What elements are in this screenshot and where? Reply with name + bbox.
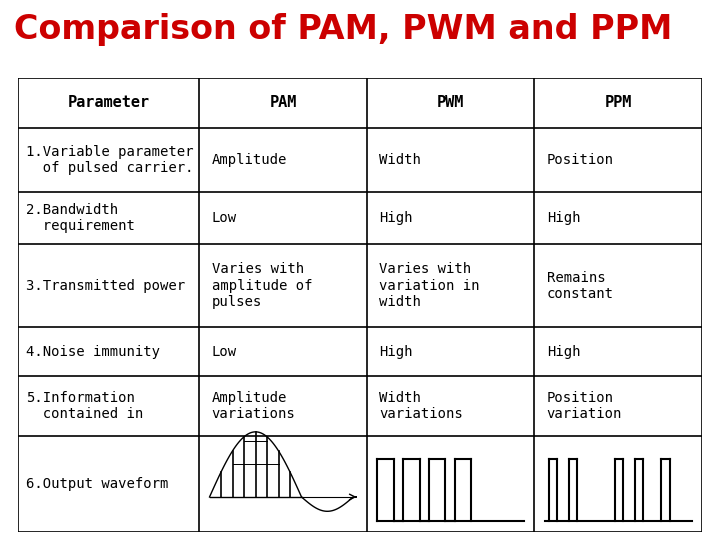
Text: Amplitude
variations: Amplitude variations — [212, 391, 295, 421]
Text: Low: Low — [212, 345, 237, 359]
Text: Comparison of PAM, PWM and PPM: Comparison of PAM, PWM and PPM — [14, 14, 672, 46]
Text: PPM: PPM — [605, 96, 632, 110]
Text: High: High — [379, 211, 413, 225]
Text: High: High — [379, 345, 413, 359]
Text: Parameter: Parameter — [68, 96, 150, 110]
Text: 3.Transmitted power: 3.Transmitted power — [26, 279, 185, 293]
Text: Low: Low — [212, 211, 237, 225]
Text: 1.Variable parameter
  of pulsed carrier.: 1.Variable parameter of pulsed carrier. — [26, 145, 194, 175]
Text: Position: Position — [546, 153, 613, 167]
Text: High: High — [546, 345, 580, 359]
Text: Position
variation: Position variation — [546, 391, 622, 421]
Text: 2.Bandwidth
  requirement: 2.Bandwidth requirement — [26, 203, 135, 233]
Text: Width
variations: Width variations — [379, 391, 463, 421]
Text: High: High — [546, 211, 580, 225]
Text: 5.Information
  contained in: 5.Information contained in — [26, 391, 143, 421]
Text: Varies with
variation in
width: Varies with variation in width — [379, 262, 480, 309]
Text: 4.Noise immunity: 4.Noise immunity — [26, 345, 161, 359]
Text: Varies with
amplitude of
pulses: Varies with amplitude of pulses — [212, 262, 312, 309]
Text: PAM: PAM — [269, 96, 297, 110]
Text: Remains
constant: Remains constant — [546, 271, 613, 301]
Text: Amplitude: Amplitude — [212, 153, 287, 167]
Text: 6.Output waveform: 6.Output waveform — [26, 477, 168, 491]
Text: Width: Width — [379, 153, 421, 167]
Text: PWM: PWM — [437, 96, 464, 110]
